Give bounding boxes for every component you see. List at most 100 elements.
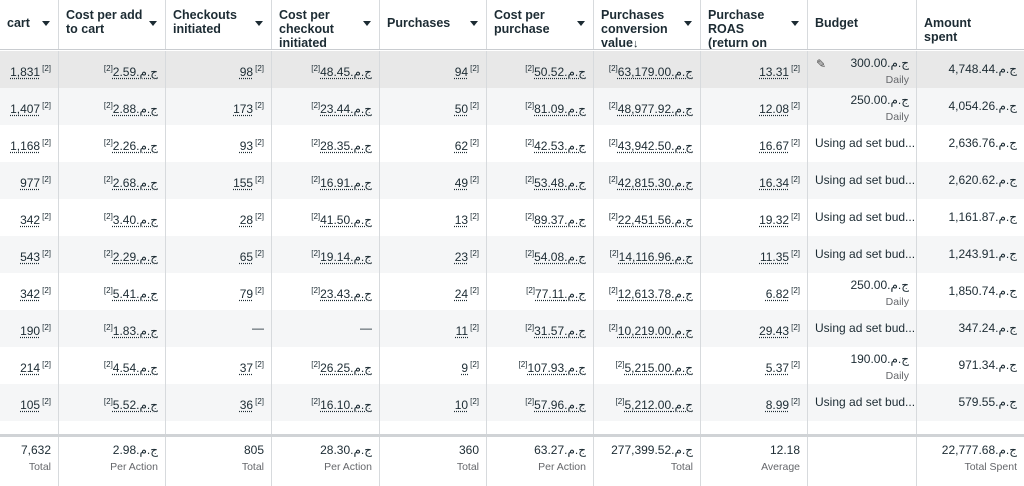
cell-value[interactable]: 105 [20, 398, 41, 412]
footnote-marker[interactable]: [2] [470, 286, 479, 295]
cell-value[interactable]: ج.م.77.11 [535, 287, 586, 301]
cell-value[interactable]: ج.م.89.37 [534, 213, 586, 227]
cell-value[interactable]: 173 [233, 102, 254, 116]
cell-value[interactable]: ج.م.26.25 [320, 361, 372, 375]
footnote-marker[interactable]: [2] [42, 64, 51, 73]
cell-value[interactable]: ج.م.2.29 [112, 250, 158, 264]
cell-value[interactable]: 16.34 [759, 176, 790, 190]
footnote-marker[interactable]: [2] [470, 64, 479, 73]
cell-value[interactable]: 98 [239, 65, 254, 79]
cell-value[interactable]: ج.م.5.41 [112, 287, 158, 301]
cell-budget[interactable]: Using ad set bud... [808, 125, 917, 162]
cell-value[interactable]: 23 [454, 250, 469, 264]
table-row[interactable]: 214 [2] ج.م.4.54[2] 37 [2] ج.م.26.25[2] 9 [2] ج.… [0, 347, 1024, 384]
footnote-marker[interactable]: [2] [311, 175, 321, 184]
cell-budget[interactable]: ج.م.250.00 Daily [808, 88, 917, 125]
column-header-cost-per-checkout[interactable]: Cost per checkout initiated [272, 0, 380, 49]
footnote-marker[interactable]: [2] [791, 286, 800, 295]
cell-value[interactable]: ج.م.14,116.96 [618, 250, 693, 264]
table-row[interactable]: 190 [2] ج.م.1.83[2] — —11 [2] ج.م.31.57[2] ج.م.… [0, 310, 1024, 347]
footnote-marker[interactable]: [2] [42, 360, 51, 369]
cell-budget[interactable]: Using ad set bud... [808, 310, 917, 347]
footnote-marker[interactable]: [2] [311, 249, 321, 258]
cell-value[interactable]: ج.م.16.91 [320, 176, 372, 190]
footnote-marker[interactable]: [2] [103, 323, 113, 332]
footnote-marker[interactable]: [2] [791, 64, 800, 73]
cell-value[interactable]: 342 [20, 287, 41, 301]
footnote-marker[interactable]: [2] [103, 64, 113, 73]
footnote-marker[interactable]: [2] [470, 101, 479, 110]
cell-value[interactable]: ج.م.2.26 [112, 139, 158, 153]
cell-value[interactable]: 342 [20, 213, 41, 227]
cell-value[interactable]: 155 [233, 176, 254, 190]
footnote-marker[interactable]: [2] [470, 138, 479, 147]
cell-value[interactable]: ج.م.63,179.00 [617, 65, 693, 79]
cell-value[interactable]: ج.م.2.68 [112, 176, 158, 190]
cell-value[interactable]: 9 [461, 361, 469, 375]
column-header-purchase-roas[interactable]: Purchase ROAS (return on ad spend) [701, 0, 808, 49]
cell-value[interactable]: ج.م.48,977.92 [617, 102, 693, 116]
footnote-marker[interactable]: [2] [615, 360, 625, 369]
footnote-marker[interactable]: [2] [525, 101, 535, 110]
column-header-purchases-conversion-value[interactable]: Purchases conversion value↓ [594, 0, 701, 49]
footnote-marker[interactable]: [2] [103, 249, 113, 258]
footnote-marker[interactable]: [2] [518, 360, 528, 369]
footnote-marker[interactable]: [2] [255, 175, 264, 184]
sort-caret-icon[interactable] [255, 21, 263, 26]
footnote-marker[interactable]: [2] [525, 175, 535, 184]
cell-value[interactable]: ج.م.28.35 [320, 139, 372, 153]
footnote-marker[interactable]: [2] [525, 397, 535, 406]
table-row[interactable]: 1,168 [2] ج.م.2.26[2] 93 [2] ج.م.28.35[2] 62 [2… [0, 125, 1024, 162]
sort-caret-icon[interactable] [42, 21, 50, 26]
footnote-marker[interactable]: [2] [608, 323, 618, 332]
cell-value[interactable]: ج.م.53.48 [534, 176, 586, 190]
column-header-purchases[interactable]: Purchases [380, 0, 487, 49]
cell-value[interactable]: ج.م.16.10 [320, 398, 372, 412]
cell-value[interactable]: 37 [239, 361, 254, 375]
sort-caret-icon[interactable] [684, 21, 692, 26]
footnote-marker[interactable]: [2] [791, 397, 800, 406]
table-row[interactable]: 1,407 [2] ج.م.2.88[2] 173 [2] ج.م.23.44[2] 50[… [0, 88, 1024, 125]
cell-value[interactable]: 65 [239, 250, 254, 264]
sort-caret-icon[interactable] [791, 21, 799, 26]
cell-value[interactable]: 977 [20, 176, 41, 190]
cell-value[interactable]: 12.08 [759, 102, 790, 116]
footnote-marker[interactable]: [2] [791, 249, 800, 258]
cell-value[interactable]: 19.32 [759, 213, 790, 227]
cell-value[interactable]: ج.م.1.83 [112, 324, 158, 338]
footnote-marker[interactable]: [2] [608, 212, 618, 221]
footnote-marker[interactable]: [2] [103, 175, 113, 184]
cell-value[interactable]: 10 [454, 398, 469, 412]
footnote-marker[interactable]: [2] [42, 138, 51, 147]
footnote-marker[interactable]: [2] [255, 212, 264, 221]
cell-budget[interactable]: Using ad set bud... [808, 199, 917, 236]
cell-budget[interactable]: Using ad set bud... [808, 236, 917, 273]
sort-caret-icon[interactable] [149, 21, 157, 26]
cell-value[interactable]: ج.م.54.08 [534, 250, 586, 264]
cell-budget[interactable]: Using ad set bud... [808, 162, 917, 199]
column-header-adds-to-cart[interactable]: cart [0, 0, 59, 49]
edit-budget-icon[interactable]: ✎ [816, 57, 827, 71]
footnote-marker[interactable]: [2] [608, 64, 618, 73]
cell-value[interactable]: ج.م.2.59 [112, 65, 158, 79]
cell-value[interactable]: 190 [20, 324, 41, 338]
sort-caret-icon[interactable] [470, 21, 478, 26]
cell-value[interactable]: ج.م.4.54 [112, 361, 158, 375]
footnote-marker[interactable]: [2] [255, 101, 264, 110]
cell-value[interactable]: ج.م.57.96 [534, 398, 586, 412]
cell-value[interactable]: 16.67 [759, 139, 790, 153]
footnote-marker[interactable]: [2] [311, 64, 321, 73]
cell-value[interactable]: ج.م.41.50 [320, 213, 372, 227]
cell-value[interactable]: 1,168 [10, 139, 41, 153]
sort-caret-icon[interactable] [577, 21, 585, 26]
footnote-marker[interactable]: [2] [609, 249, 619, 258]
footnote-marker[interactable]: [2] [103, 101, 113, 110]
table-row[interactable]: 543 [2] ج.م.2.29[2] 65 [2] ج.م.19.14[2] 23 [2] ج… [0, 236, 1024, 273]
cell-value[interactable]: ج.م.19.14 [320, 250, 372, 264]
cell-value[interactable]: 214 [20, 361, 41, 375]
cell-value[interactable]: ج.م.43,942.50 [617, 139, 693, 153]
table-row[interactable]: 342 [2] ج.م.5.41[2] 79 [2] ج.م.23.43[2] 24 [2] ج… [0, 273, 1024, 310]
footnote-marker[interactable]: [2] [311, 212, 321, 221]
cell-value[interactable]: ج.م.5,215.00 [624, 361, 693, 375]
cell-value[interactable]: ج.م.50.52 [534, 65, 586, 79]
